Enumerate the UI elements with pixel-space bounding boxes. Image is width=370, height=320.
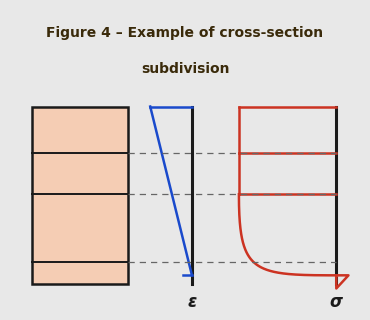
Bar [32,107,128,284]
Text: ε: ε [187,292,196,311]
Text: Figure 4 – Example of cross-section: Figure 4 – Example of cross-section [47,26,323,40]
Text: subdivision: subdivision [141,62,229,76]
Text: σ: σ [330,292,343,311]
